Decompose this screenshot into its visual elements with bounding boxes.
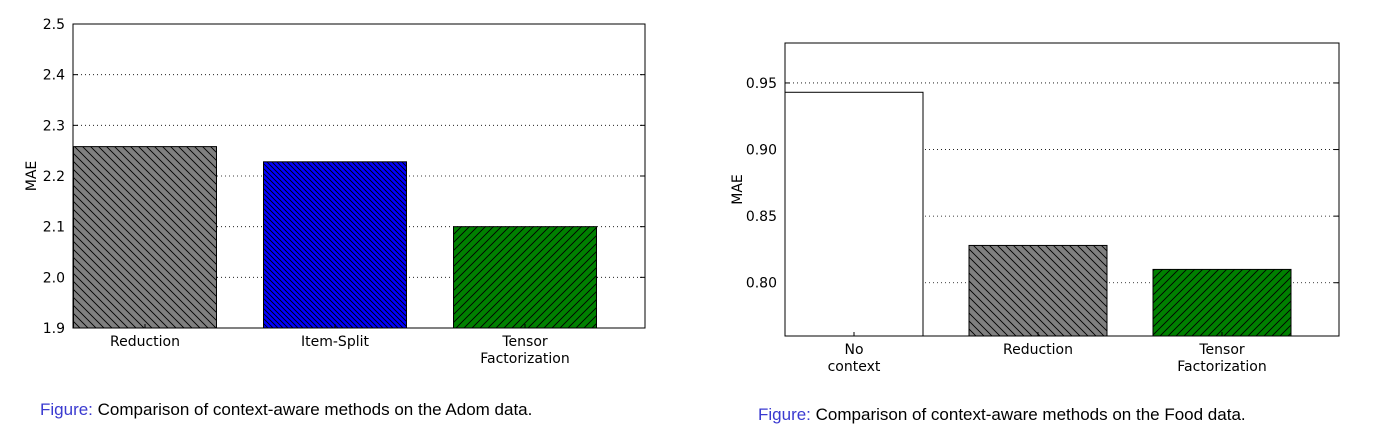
y-tick-label: 2.3 [43,118,65,134]
bar [263,161,407,329]
caption-food-text: Comparison of context-aware methods on t… [815,405,1246,424]
chart-adom-group: 1.9 2.0 2.1 2.2 2.3 2.4 2.5 Reduction Item-Split… [24,17,646,367]
y-tick-label: 2.4 [43,68,65,84]
caption-adom-text: Comparison of context-aware methods on t… [97,400,533,419]
category-label: Reduction [110,334,180,350]
bar [73,146,217,329]
category-label-line: Tensor [501,334,548,350]
y-tick-label: 2.0 [43,270,65,286]
category-label: Item-Split [301,334,369,350]
caption-food: Figure: Comparison of context-aware meth… [758,405,1246,425]
y-tick-label: 1.9 [43,321,65,337]
category-label-line: Factorization [480,351,570,367]
caption-adom-prefix: Figure: [40,400,93,419]
category-label: Tensor Factorization [480,334,570,367]
caption-adom: Figure: Comparison of context-aware meth… [40,400,532,420]
category-label-line: Item-Split [301,334,369,350]
bar [453,226,597,329]
plot-frame [72,23,646,329]
y-tick-label: 2.5 [43,17,65,33]
y-axis-label: MAE [24,161,40,192]
y-tick-label: 2.2 [43,169,65,185]
category-label-line: Reduction [110,334,180,350]
y-tick-label: 2.1 [43,220,65,236]
caption-food-prefix: Figure: [758,405,811,424]
